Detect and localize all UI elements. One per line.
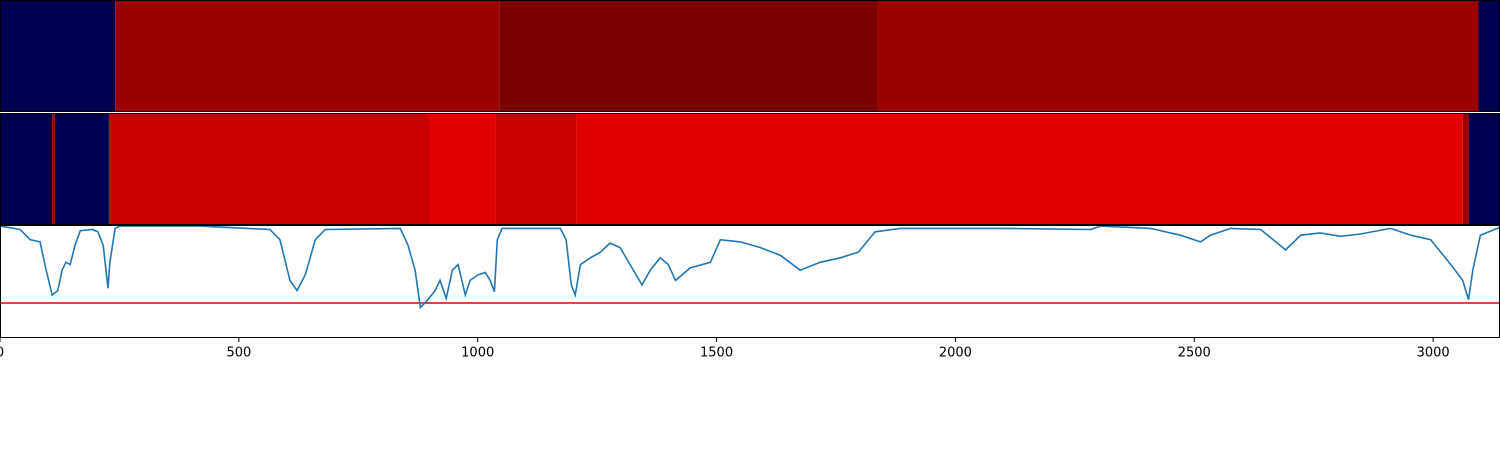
x-tick-label: 1500 xyxy=(700,346,733,361)
segment xyxy=(54,113,109,225)
segment xyxy=(0,113,53,225)
segment xyxy=(428,113,496,225)
segment xyxy=(576,113,1463,225)
line xyxy=(0,225,1500,310)
panel-border xyxy=(0,225,1500,338)
segment xyxy=(115,0,500,112)
x-tick-label: 1000 xyxy=(461,346,494,361)
segment xyxy=(1478,0,1500,112)
segment xyxy=(52,113,55,225)
x-tick-label: 0 xyxy=(0,346,4,361)
segment xyxy=(877,0,1479,112)
segment xyxy=(1468,113,1500,225)
x-tick-label: 2000 xyxy=(939,346,972,361)
segment xyxy=(0,0,116,112)
x-tick-label: 2500 xyxy=(1178,346,1211,361)
x-tick-label: 3000 xyxy=(1417,346,1450,361)
segment xyxy=(108,113,429,225)
segment xyxy=(1462,113,1469,225)
segment xyxy=(499,0,878,112)
x-tick-label: 500 xyxy=(226,346,251,361)
segment xyxy=(495,113,577,225)
